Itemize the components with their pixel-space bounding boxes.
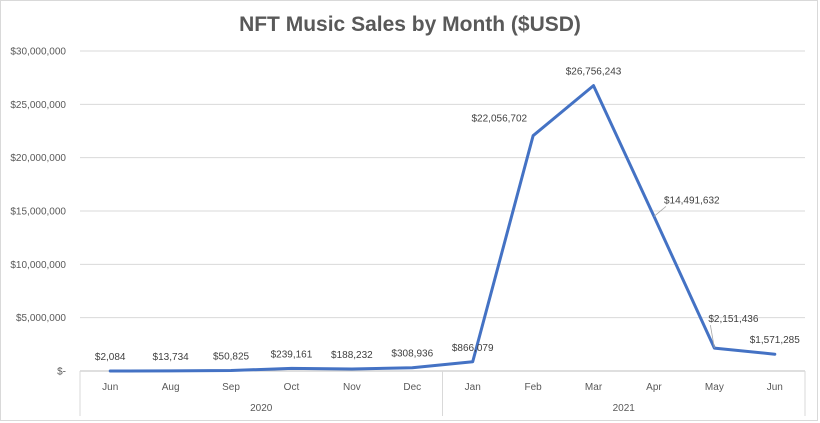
y-tick-label: $5,000,000 [16, 313, 66, 324]
x-tick-label: Mar [585, 382, 603, 393]
label-leader-line [709, 324, 715, 349]
data-label: $50,825 [213, 351, 250, 362]
x-axis: Jun Aug Sep Oct Nov Dec Jan Feb Mar Apr May Jun 2020… [79, 370, 806, 416]
y-tick-label: $20,000,000 [10, 153, 66, 164]
x-tick-label: Apr [646, 382, 662, 393]
data-label: $308,936 [391, 349, 433, 360]
data-label: $14,491,632 [664, 195, 720, 206]
gridlines [80, 50, 805, 372]
data-label: $866,079 [452, 343, 494, 354]
data-label: $26,756,243 [566, 67, 622, 78]
x-tick-label: Jun [767, 382, 783, 393]
series-layer [108, 84, 777, 373]
x-tick-label: May [705, 382, 724, 393]
y-tick-label: $- [57, 367, 66, 378]
x-tick-label: Sep [222, 382, 240, 393]
data-labels: $2,084 $13,734 $50,825 $239,161 $188,232 $308… [95, 67, 800, 363]
x-group-label: 2021 [613, 403, 636, 414]
y-axis: $- $5,000,000 $10,000,000 $15,000,000 $20,00… [10, 47, 66, 378]
data-label: $22,056,702 [472, 114, 528, 125]
chart-title: NFT Music Sales by Month ($USD) [239, 13, 581, 36]
data-label: $13,734 [153, 352, 190, 363]
x-tick-label: Jun [102, 382, 118, 393]
y-tick-label: $25,000,000 [10, 100, 66, 111]
x-group-label: 2020 [250, 403, 273, 414]
y-tick-label: $10,000,000 [10, 260, 66, 271]
data-label: $188,232 [331, 350, 373, 361]
data-label: $1,571,285 [750, 335, 800, 346]
x-tick-label: Feb [525, 382, 543, 393]
y-tick-label: $15,000,000 [10, 207, 66, 218]
x-tick-label: Dec [403, 382, 421, 393]
y-tick-label: $30,000,000 [10, 47, 66, 58]
x-tick-label: Aug [162, 382, 180, 393]
x-tick-label: Nov [343, 382, 361, 393]
data-label: $2,151,436 [708, 314, 758, 325]
label-leader-line [653, 206, 667, 217]
data-label: $239,161 [271, 349, 313, 360]
x-tick-label: Oct [284, 382, 300, 393]
series-line [108, 84, 777, 373]
x-tick-label: Jan [465, 382, 481, 393]
data-label: $2,084 [95, 352, 126, 363]
